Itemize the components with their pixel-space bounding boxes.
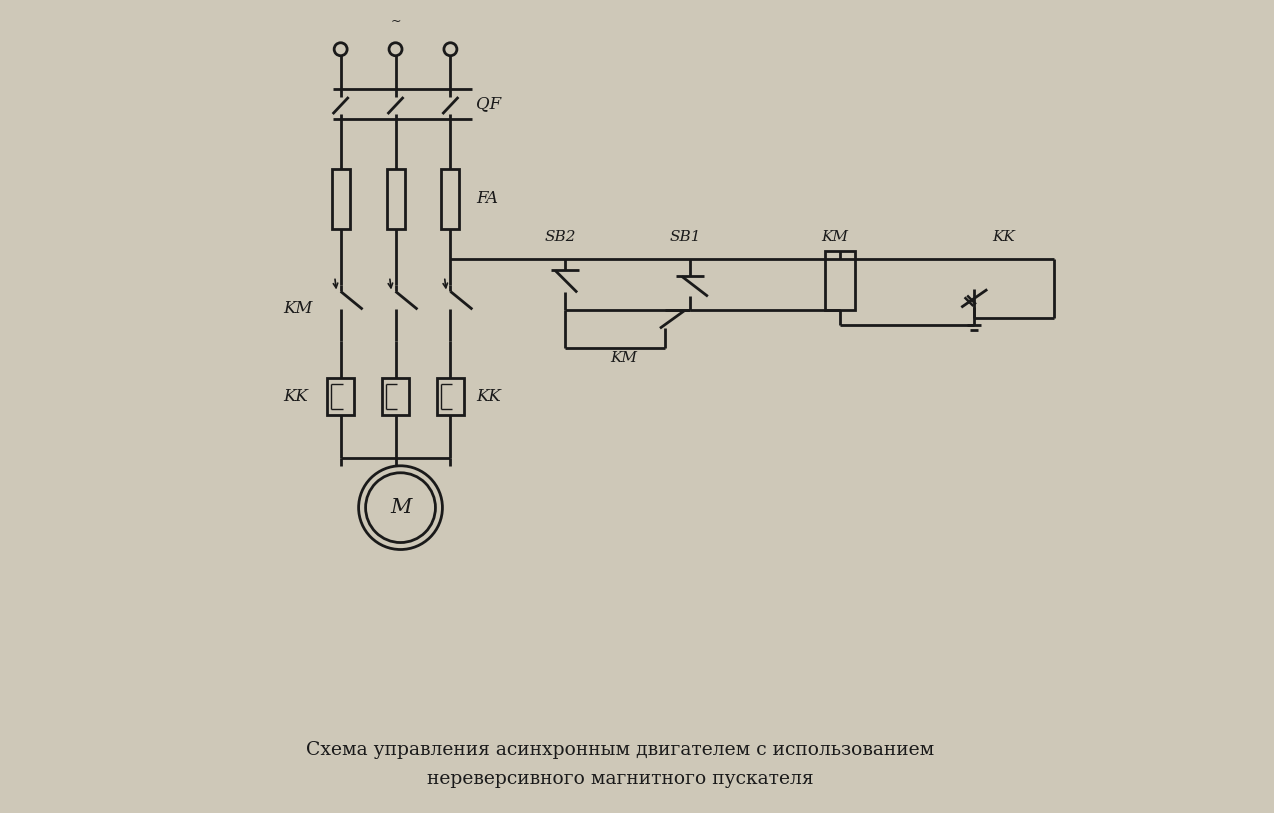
- Bar: [441, 169, 460, 228]
- Text: QF: QF: [476, 96, 502, 112]
- Bar: [331, 169, 349, 228]
- Text: ~: ~: [390, 15, 401, 28]
- Text: Схема управления асинхронным двигателем с использованием: Схема управления асинхронным двигателем …: [306, 741, 934, 759]
- Text: KM: KM: [820, 229, 848, 244]
- Bar: [824, 250, 855, 311]
- Text: нереверсивного магнитного пускателя: нереверсивного магнитного пускателя: [427, 770, 813, 788]
- Bar: [382, 378, 409, 415]
- Text: KK: KK: [992, 229, 1015, 244]
- Bar: [437, 378, 464, 415]
- Text: M: M: [390, 498, 412, 517]
- Text: SB2: SB2: [544, 229, 576, 244]
- Text: SB1: SB1: [669, 229, 701, 244]
- Text: KM: KM: [283, 300, 312, 317]
- Text: KM: KM: [610, 351, 637, 365]
- Text: KK: KK: [283, 388, 307, 405]
- Text: KK: KK: [476, 388, 501, 405]
- Text: FA: FA: [476, 190, 498, 207]
- Bar: [327, 378, 354, 415]
- Bar: [386, 169, 405, 228]
